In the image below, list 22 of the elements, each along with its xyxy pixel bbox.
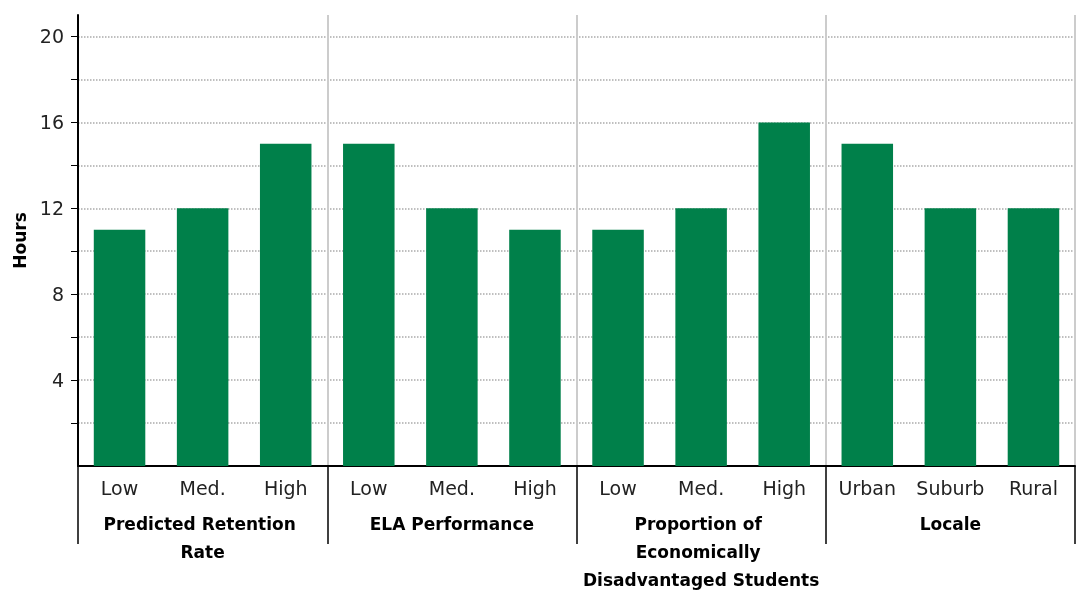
text: Predicted Retention Rate <box>103 514 302 562</box>
y-tick-label: 16 <box>39 111 64 134</box>
x-tick-label: Suburb <box>916 476 985 499</box>
x-tick-label: Med. <box>179 476 226 499</box>
text: Locale <box>919 514 982 534</box>
x-tick-label: High <box>513 476 557 499</box>
y-axis-title: Hours <box>9 212 30 269</box>
y-tick-label: 8 <box>51 283 64 306</box>
x-tick-label: Med. <box>678 476 725 499</box>
x-tick-label: Med. <box>428 476 475 499</box>
x-tick-label: Low <box>599 476 637 499</box>
text: Proportion of Economically Disadvantaged Students <box>582 514 820 590</box>
x-tick-label: High <box>762 476 807 499</box>
x-tick-label: High <box>263 476 308 499</box>
x-tick-label: Low <box>350 476 388 499</box>
x-tick-label: Low <box>100 476 139 499</box>
y-tick-label: 20 <box>39 25 64 48</box>
x-tick-label: Urban <box>838 476 897 499</box>
y-tick-label: 12 <box>39 197 64 220</box>
y-tick-label: 4 <box>51 369 64 392</box>
text: ELA Performance <box>369 514 534 534</box>
x-tick-label: Rural <box>1008 476 1059 499</box>
